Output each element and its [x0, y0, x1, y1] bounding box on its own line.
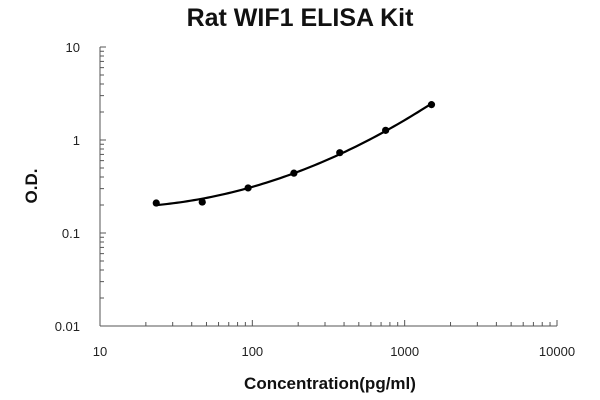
y-tick-label: 1 [73, 133, 80, 148]
data-point [198, 198, 206, 206]
axes [99, 47, 557, 327]
x-tick-label: 10000 [539, 344, 575, 359]
fit-curve [156, 102, 433, 207]
data-point [336, 149, 344, 157]
data-points [152, 101, 436, 207]
chart-title: Rat WIF1 ELISA Kit [186, 4, 414, 32]
x-tick-label: 1000 [390, 344, 419, 359]
tick-labels: 10 100 1000 10000 0.01 0.1 1 10 [55, 40, 575, 359]
y-tick-label: 0.1 [62, 226, 80, 241]
y-tick-label: 0.01 [55, 319, 80, 334]
x-tick-label: 10 [93, 344, 107, 359]
fit-curve-group [156, 102, 433, 207]
data-point [382, 126, 390, 134]
y-axis-label: O.D. [22, 168, 41, 204]
data-point [290, 169, 298, 177]
data-point [152, 199, 160, 207]
axis-ticks [99, 46, 558, 327]
y-tick-label: 10 [66, 40, 80, 55]
x-axis-label: Concentration(pg/ml) [244, 374, 416, 393]
data-point [427, 101, 436, 109]
x-tick-label: 100 [241, 344, 263, 359]
data-point [244, 184, 252, 192]
